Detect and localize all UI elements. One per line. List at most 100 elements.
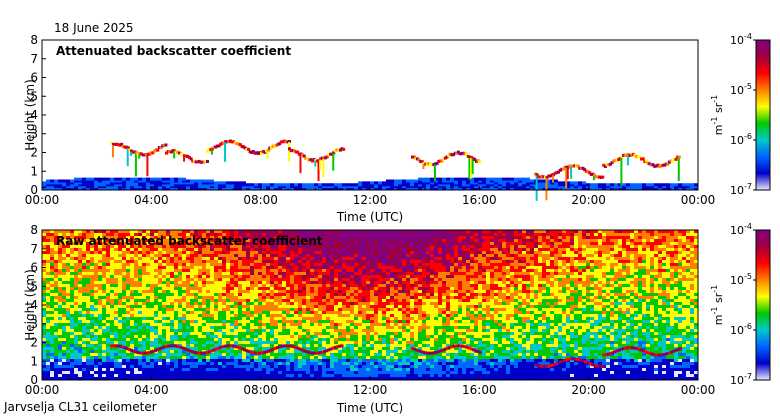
raw-cell [214, 323, 218, 326]
aerosol-cell [186, 181, 190, 185]
raw-cell [338, 263, 342, 266]
raw-cell [194, 359, 198, 362]
raw-cell [86, 248, 90, 251]
raw-cell [62, 260, 66, 263]
raw-cell [190, 332, 194, 335]
raw-cell [50, 374, 54, 377]
raw-cell [142, 332, 146, 335]
raw-cell [154, 371, 158, 374]
raw-cell [162, 368, 166, 371]
raw-cell [334, 350, 338, 353]
aerosol-cell [138, 187, 142, 190]
raw-cell [306, 317, 310, 320]
raw-cell [246, 278, 250, 281]
raw-cell [250, 242, 254, 245]
raw-cell [158, 353, 162, 356]
raw-cell [334, 335, 338, 338]
raw-cell [142, 377, 146, 380]
raw-cell [310, 260, 314, 263]
raw-cell [270, 287, 274, 290]
aerosol-cell [478, 185, 482, 189]
aerosol-cell [686, 183, 690, 187]
raw-cell [178, 278, 182, 281]
raw-cell [346, 257, 350, 260]
raw-cell [226, 347, 230, 350]
raw-cell [202, 248, 206, 251]
raw-cell [214, 356, 218, 359]
cloud-cell [258, 151, 262, 155]
raw-cell [206, 293, 210, 296]
raw-cell [154, 329, 158, 332]
raw-cell [154, 368, 158, 371]
raw-cell [274, 284, 278, 287]
aerosol-cell [114, 177, 118, 181]
cloud-cell [219, 142, 223, 146]
raw-cell [270, 302, 274, 305]
raw-cell [226, 239, 230, 242]
raw-cell [246, 371, 250, 374]
raw-cell [270, 251, 274, 254]
raw-cell [174, 239, 178, 242]
raw-cell [122, 353, 126, 356]
raw-cell [302, 368, 306, 371]
raw-cell [334, 308, 338, 311]
raw-cell [198, 347, 202, 350]
raw-cell [62, 332, 66, 335]
raw-cell [278, 329, 282, 332]
raw-cell [134, 320, 138, 323]
raw-cell [322, 329, 326, 332]
raw-cell [282, 257, 286, 260]
raw-cell [126, 299, 130, 302]
raw-cell [98, 323, 102, 326]
aerosol-cell [646, 185, 650, 189]
cloud-cell [471, 157, 475, 161]
raw-cell [178, 353, 182, 356]
cloud-cell [535, 173, 539, 177]
cloud-cell [556, 170, 560, 174]
raw-cell [298, 293, 302, 296]
aerosol-cell [506, 177, 510, 181]
raw-cell [58, 263, 62, 266]
raw-cell [54, 254, 58, 257]
raw-cell [174, 242, 178, 245]
raw-cell [242, 296, 246, 299]
raw-cell [130, 230, 134, 233]
cloud-cell [561, 167, 565, 171]
raw-cell [50, 293, 54, 296]
raw-cell [114, 239, 118, 242]
aerosol-cell [270, 187, 274, 190]
raw-cell [322, 356, 326, 359]
raw-cell [230, 293, 234, 296]
raw-cell [270, 233, 274, 236]
aerosol-cell [310, 183, 314, 187]
raw-cell [266, 293, 270, 296]
aerosol-cell [66, 185, 70, 189]
cloud-cell [178, 151, 182, 155]
raw-cell [306, 269, 310, 272]
aerosol-cell [530, 187, 534, 190]
raw-cell [122, 293, 126, 296]
raw-cell [142, 368, 146, 371]
cloud-cell [169, 150, 173, 154]
raw-cell [46, 248, 50, 251]
raw-cell [218, 302, 222, 305]
raw-cell [190, 272, 194, 275]
raw-cell [318, 323, 322, 326]
raw-cell [202, 341, 206, 344]
aerosol-cell [438, 187, 442, 190]
colorbar-tick-label: 10-5 [730, 82, 752, 97]
aerosol-cell [78, 183, 82, 187]
raw-cell [130, 242, 134, 245]
raw-cell [106, 275, 110, 278]
aerosol-cell [490, 187, 494, 190]
raw-cell [314, 233, 318, 236]
raw-cell [50, 275, 54, 278]
raw-cell [298, 284, 302, 287]
raw-cell [294, 233, 298, 236]
raw-cell [62, 272, 66, 275]
raw-cell [338, 371, 342, 374]
colorbar-tick-label: 10-4 [730, 32, 752, 47]
raw-cell [278, 251, 282, 254]
raw-cell [302, 248, 306, 251]
raw-cell [158, 374, 162, 377]
